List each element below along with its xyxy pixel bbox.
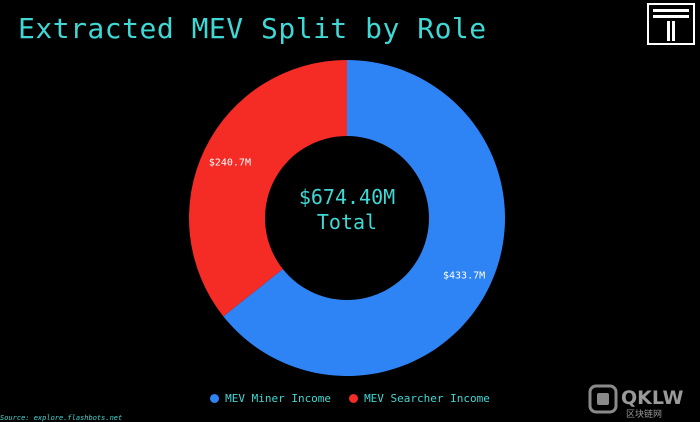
slice-mev-searcher-income <box>189 60 347 317</box>
value-label-mev-searcher-income: $240.7M <box>209 158 251 169</box>
legend-label: MEV Miner Income <box>225 392 332 405</box>
chart-legend: MEV Miner Income MEV Searcher Income <box>0 392 700 405</box>
site-logo <box>647 3 695 45</box>
legend-label: MEV Searcher Income <box>364 392 490 405</box>
legend-item-mev-miner-income: MEV Miner Income <box>210 392 331 405</box>
legend-item-mev-searcher-income: MEV Searcher Income <box>349 392 490 405</box>
chart-value-labels: $433.7M $240.7M <box>209 158 485 282</box>
legend-swatch <box>349 394 359 403</box>
legend-swatch <box>210 394 220 403</box>
chart-slices <box>189 60 506 377</box>
source-note: Source: explore.flashbots.net <box>0 414 123 422</box>
chart-title: Extracted MEV Split by Role <box>18 12 487 45</box>
svg-text:区块链网: 区块链网 <box>626 408 662 420</box>
svg-text:QKLW: QKLW <box>621 387 684 409</box>
total-label: Total <box>317 210 377 234</box>
value-label-mev-miner-income: $433.7M <box>443 270 485 281</box>
slice-mev-miner-income <box>223 60 506 377</box>
qklw-watermark-logo: QKLW 区块链网 <box>588 384 684 420</box>
total-value: $674.40M <box>299 185 395 209</box>
